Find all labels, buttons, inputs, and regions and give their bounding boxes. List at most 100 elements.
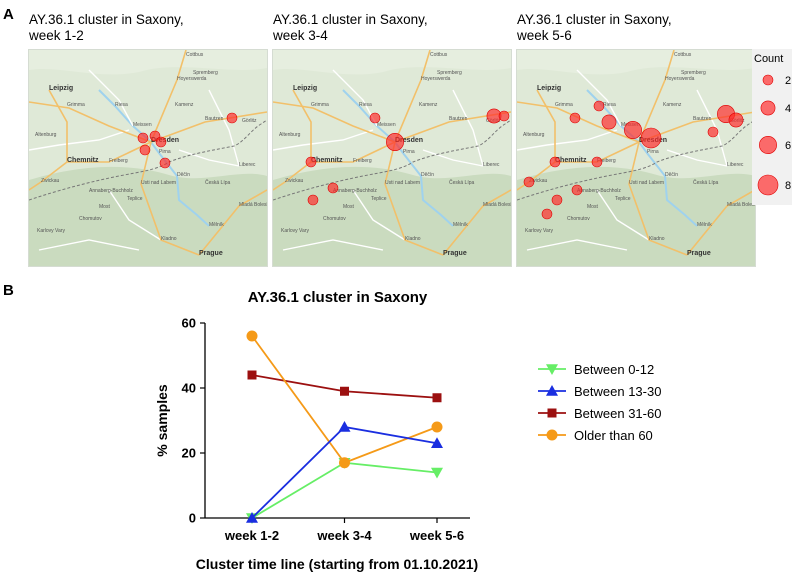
motorway <box>394 50 431 143</box>
minor-road <box>422 149 484 167</box>
map-place-label: Karlovy Vary <box>37 228 65 234</box>
series-line <box>251 335 438 464</box>
map-place-label: Mělník <box>453 222 468 228</box>
legend-bubble <box>760 100 776 116</box>
map-place-label: Chomutov <box>567 216 590 222</box>
legend-label: Between 13-30 <box>574 384 661 399</box>
case-bubble <box>307 194 319 206</box>
case-bubble <box>139 144 151 156</box>
country-border <box>517 119 755 201</box>
data-point <box>246 512 258 523</box>
map-week-1-2[interactable]: LeipzigDresdenChemnitzZwickauPragueCottb… <box>28 49 268 267</box>
map-place-label: Liberec <box>483 162 500 168</box>
y-tick-label: 20 <box>182 446 196 461</box>
map-place-label: Teplice <box>127 196 143 202</box>
data-point <box>247 370 257 380</box>
case-bubble <box>155 136 167 148</box>
map-place-label: Liberec <box>727 162 744 168</box>
motorway <box>638 50 675 143</box>
map-title-week-5-6: AY.36.1 cluster in Saxony, week 5-6 <box>517 12 672 44</box>
minor-road <box>666 149 728 167</box>
data-point <box>431 437 443 449</box>
map-place-label: Riesa <box>115 102 128 108</box>
map-place-label: Mladá Boleslav <box>483 202 511 208</box>
map-place-label: Cottbus <box>186 52 204 58</box>
map-place-label: Česká Lípa <box>449 179 475 186</box>
y-tick-label: 40 <box>182 381 196 396</box>
minor-road <box>576 69 622 127</box>
minor-road <box>352 189 406 241</box>
data-point <box>246 330 258 342</box>
data-point <box>432 393 442 403</box>
map-place-label: Děčín <box>665 172 678 178</box>
map-week-5-6[interactable]: LeipzigDresdenChemnitzZwickauPragueCottb… <box>516 49 756 267</box>
map-place-label: Bautzen <box>449 116 468 122</box>
map-place-label: Altenburg <box>35 132 57 138</box>
case-bubble <box>624 121 642 139</box>
map-place-label: Riesa <box>359 102 372 108</box>
series-line <box>251 426 438 519</box>
map-place-label: Kamenz <box>175 102 194 108</box>
map-place-label: Teplice <box>371 196 387 202</box>
map-place-label: Annaberg-Buchholz <box>89 188 133 194</box>
map-place-label: Görlitz <box>242 118 257 124</box>
legend-label: Between 0-12 <box>574 362 654 377</box>
case-bubble <box>571 184 583 196</box>
map-place-label: Usti nad Labem <box>385 180 420 186</box>
map-place-label: Cottbus <box>674 52 692 58</box>
case-bubble <box>541 208 553 220</box>
minor-road <box>517 129 618 151</box>
minor-road <box>108 189 162 241</box>
map-place-label: Dresden <box>395 137 423 144</box>
map-place-label: Riesa <box>603 102 616 108</box>
case-bubble <box>523 176 535 188</box>
x-tick-label: week 1-2 <box>224 528 279 543</box>
map-place-label: Meissen <box>133 122 152 128</box>
case-bubble <box>498 110 510 122</box>
map-place-label: Kladno <box>405 236 421 242</box>
case-bubble <box>137 132 149 144</box>
map-title-line: week 5-6 <box>517 28 572 43</box>
map-place-label: Chemnitz <box>555 157 587 164</box>
elbe-river <box>98 89 210 227</box>
map-place-label: Zwickau <box>285 178 304 184</box>
legend-label: 2 <box>785 75 791 87</box>
map-title-line: week 1-2 <box>29 28 84 43</box>
x-tick-label: week 3-4 <box>316 528 372 543</box>
map-place-label: Prague <box>443 250 467 257</box>
data-point <box>338 421 351 432</box>
case-bubble <box>707 126 719 138</box>
legend-title: Count <box>754 53 783 65</box>
map-place-label: Usti nad Labem <box>141 180 176 186</box>
minor-road <box>282 239 384 251</box>
legend-marker <box>546 364 558 375</box>
minor-road <box>29 129 130 151</box>
map-week-3-4[interactable]: Leipzig Dresden Chemnitz Zwickau Prague Cottb… <box>272 49 512 267</box>
case-bubble <box>593 100 605 112</box>
motorway <box>273 101 511 143</box>
legend-bubble <box>757 174 779 196</box>
chart-title: AY.36.1 cluster in Saxony <box>248 289 428 306</box>
map-svg: LeipzigDresdenChemnitzZwickauPragueCottb… <box>29 50 267 266</box>
minor-road <box>526 239 628 251</box>
case-bubble <box>305 156 317 168</box>
minor-road <box>208 89 240 167</box>
map-place-label: Liberec <box>239 162 256 168</box>
x-axis-label: Cluster time line (starting from 01.10.2… <box>196 556 478 572</box>
map-place-label: Meissen <box>377 122 396 128</box>
line-chart: AY.36.1 cluster in Saxony 0 20 40 60 week 1-2… <box>154 289 661 572</box>
count-legend: Count 2 4 6 8 <box>752 49 792 205</box>
map-place-label: Freiberg <box>597 158 616 164</box>
map-place-label: Hoyerswerda <box>421 76 451 82</box>
case-bubble <box>386 133 404 151</box>
elbe-river <box>586 89 698 227</box>
map-place-label: Annaberg-Buchholz <box>333 188 377 194</box>
series-between-31-60 <box>247 370 442 403</box>
legend-label: 6 <box>785 140 791 152</box>
map-place-label: Chomutov <box>323 216 346 222</box>
minor-road <box>596 189 650 241</box>
map-place-label: Leipzig <box>293 85 317 92</box>
map-place-label: Kamenz <box>419 102 438 108</box>
data-point <box>339 457 350 469</box>
map-place-label: Leipzig <box>537 85 561 92</box>
